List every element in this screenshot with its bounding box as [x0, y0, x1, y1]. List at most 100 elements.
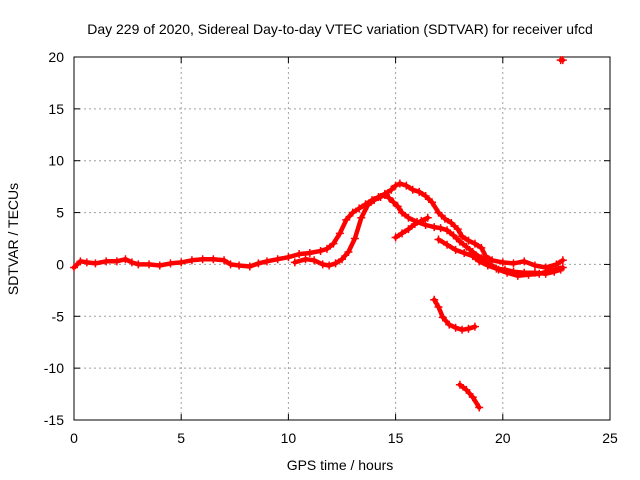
data-point: [415, 187, 424, 196]
data-point: [112, 257, 121, 266]
data-point: [335, 229, 344, 238]
data-point: [447, 218, 456, 227]
y-tick-label: 20: [48, 49, 64, 65]
y-axis-label: SDTVAR / TECUs: [5, 183, 21, 295]
data-point: [455, 380, 464, 389]
series-main-trace: [70, 179, 567, 272]
data-point: [91, 259, 100, 268]
data-point: [541, 269, 550, 278]
y-tick-label: 0: [56, 256, 64, 272]
data-point: [355, 204, 364, 213]
data-point: [556, 265, 565, 274]
y-tick-labels: -15 -10 -5 0 5 10 15 20: [44, 49, 64, 428]
data-point: [329, 239, 338, 248]
data-point: [350, 234, 359, 243]
data-point: [451, 245, 460, 254]
data-point: [235, 261, 244, 270]
data-point: [509, 267, 518, 276]
plot-frame: [73, 56, 611, 421]
x-tick-label: 10: [281, 430, 297, 446]
data-point: [177, 258, 186, 267]
x-axis-label: GPS time / hours: [287, 457, 394, 473]
data-point: [498, 258, 507, 267]
data-point: [492, 264, 501, 273]
data-point: [393, 202, 402, 211]
data-point: [404, 213, 413, 222]
data-point: [451, 323, 460, 332]
data-point: [322, 244, 331, 253]
data-point: [462, 242, 471, 251]
data-point: [127, 258, 136, 267]
data-point: [404, 225, 413, 234]
data-point: [187, 256, 196, 265]
data-point: [468, 252, 477, 261]
data-point: [458, 232, 467, 241]
data-point: [449, 231, 458, 240]
data-point: [391, 233, 400, 242]
data-point: [421, 221, 430, 230]
data-point: [464, 236, 473, 245]
data-point: [483, 261, 492, 270]
data-point: [357, 213, 366, 222]
data-point: [458, 325, 467, 334]
data-point: [344, 247, 353, 256]
data-point: [500, 265, 509, 274]
data-point: [402, 181, 411, 190]
series-lower-branch: [434, 235, 565, 278]
data-point: [453, 225, 462, 234]
y-tick-label: -5: [52, 308, 65, 324]
series-line: [71, 181, 566, 270]
series-secondary-trace: [290, 190, 567, 280]
x-tick-label: 25: [602, 430, 618, 446]
series-short-branch: [391, 213, 432, 242]
data-point: [254, 259, 263, 268]
data-point: [468, 393, 477, 402]
data-point: [318, 260, 327, 269]
data-point: [460, 249, 469, 258]
x-tick-label: 0: [70, 430, 78, 446]
data-point: [310, 256, 319, 265]
data-point: [290, 258, 299, 267]
data-point: [387, 185, 396, 194]
data-point: [262, 257, 271, 266]
data-point: [395, 179, 404, 188]
series-outlier-point: [556, 56, 567, 65]
data-point: [470, 239, 479, 248]
data-point: [155, 261, 164, 270]
data-point: [380, 190, 389, 199]
data-point: [408, 185, 417, 194]
data-point: [410, 219, 419, 228]
data-point: [102, 257, 111, 266]
data-point: [348, 208, 357, 217]
data-point: [440, 214, 449, 223]
data-point: [70, 263, 78, 272]
data-point: [434, 302, 443, 311]
data-point: [376, 193, 385, 202]
data-point: [455, 237, 464, 246]
data-point: [423, 213, 432, 222]
data-point: [475, 403, 484, 412]
data-point: [295, 250, 304, 259]
x-tick-labels: 0 5 10 15 20 25: [70, 430, 618, 446]
chart-title: Day 229 of 2020, Sidereal Day-to-day VTE…: [87, 21, 593, 37]
data-point: [443, 226, 452, 235]
data-point: [284, 253, 293, 262]
data-point: [245, 262, 254, 271]
data-point: [301, 255, 310, 264]
data-point: [421, 191, 430, 200]
data-point: [145, 260, 154, 269]
data-point: [273, 255, 282, 264]
x-tick-label: 5: [177, 430, 185, 446]
data-point: [477, 243, 486, 252]
data-point: [509, 259, 518, 268]
data-point: [398, 229, 407, 238]
data-point: [438, 313, 447, 322]
data-point: [226, 260, 235, 269]
data-point: [121, 255, 130, 264]
data-point: [434, 235, 443, 244]
data-point: [520, 268, 529, 277]
data-point: [338, 255, 346, 264]
data-point: [417, 216, 426, 225]
series-descending-segment: [455, 380, 484, 412]
